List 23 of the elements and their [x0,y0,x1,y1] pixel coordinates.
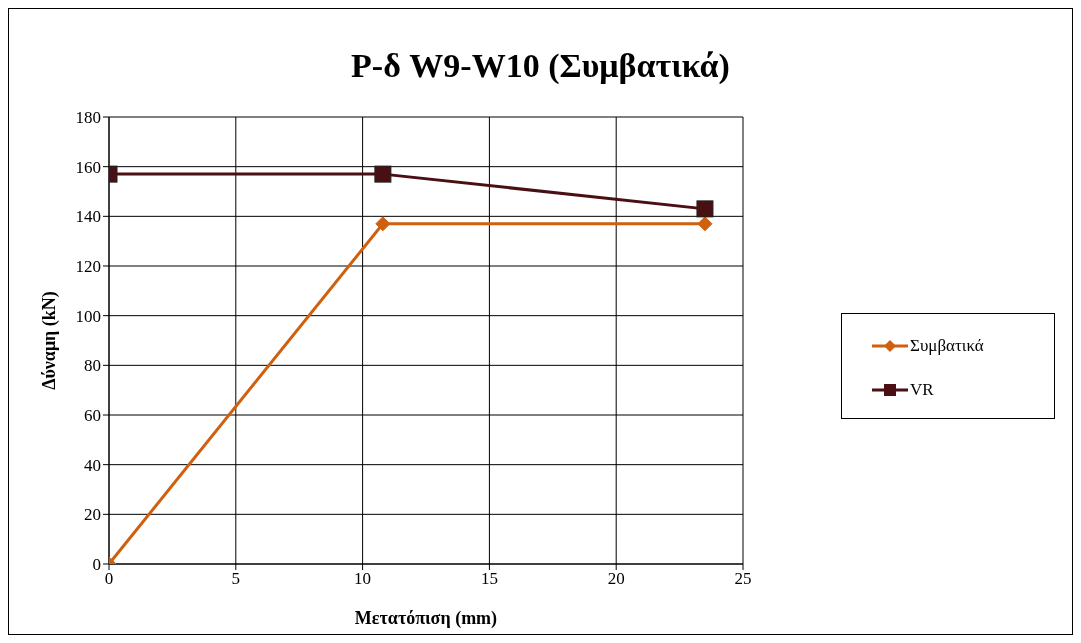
y-tick-label: 20 [84,505,101,525]
y-tick-label: 140 [75,207,101,227]
point [697,216,713,232]
y-tick-label: 100 [75,306,101,326]
x-tick-label: 25 [734,569,752,589]
y-tick-label: 180 [75,108,101,128]
legend-label: Συμβατικά [910,335,984,356]
y-axis-title: Δύναμη (kN) [39,291,61,390]
x-tick-label: 5 [231,569,241,589]
x-tick-label: 10 [354,569,372,589]
y-tick-label: 160 [75,157,101,177]
y-tick-label: 40 [84,455,101,475]
chart-title: P-δ W9-W10 (Συμβατικά) [350,46,731,86]
y-tick-label: 0 [92,555,101,575]
x-tick-label: 0 [104,569,114,589]
x-axis-title: Μετατόπιση (mm) [354,608,498,629]
y-tick-label: 80 [84,356,101,376]
x-tick-label: 15 [480,569,498,589]
y-tick-label: 120 [75,257,101,277]
y-tick-label: 60 [84,406,101,426]
x-tick-label: 20 [607,569,625,589]
legend-label: VR [910,379,934,400]
point [696,200,714,218]
